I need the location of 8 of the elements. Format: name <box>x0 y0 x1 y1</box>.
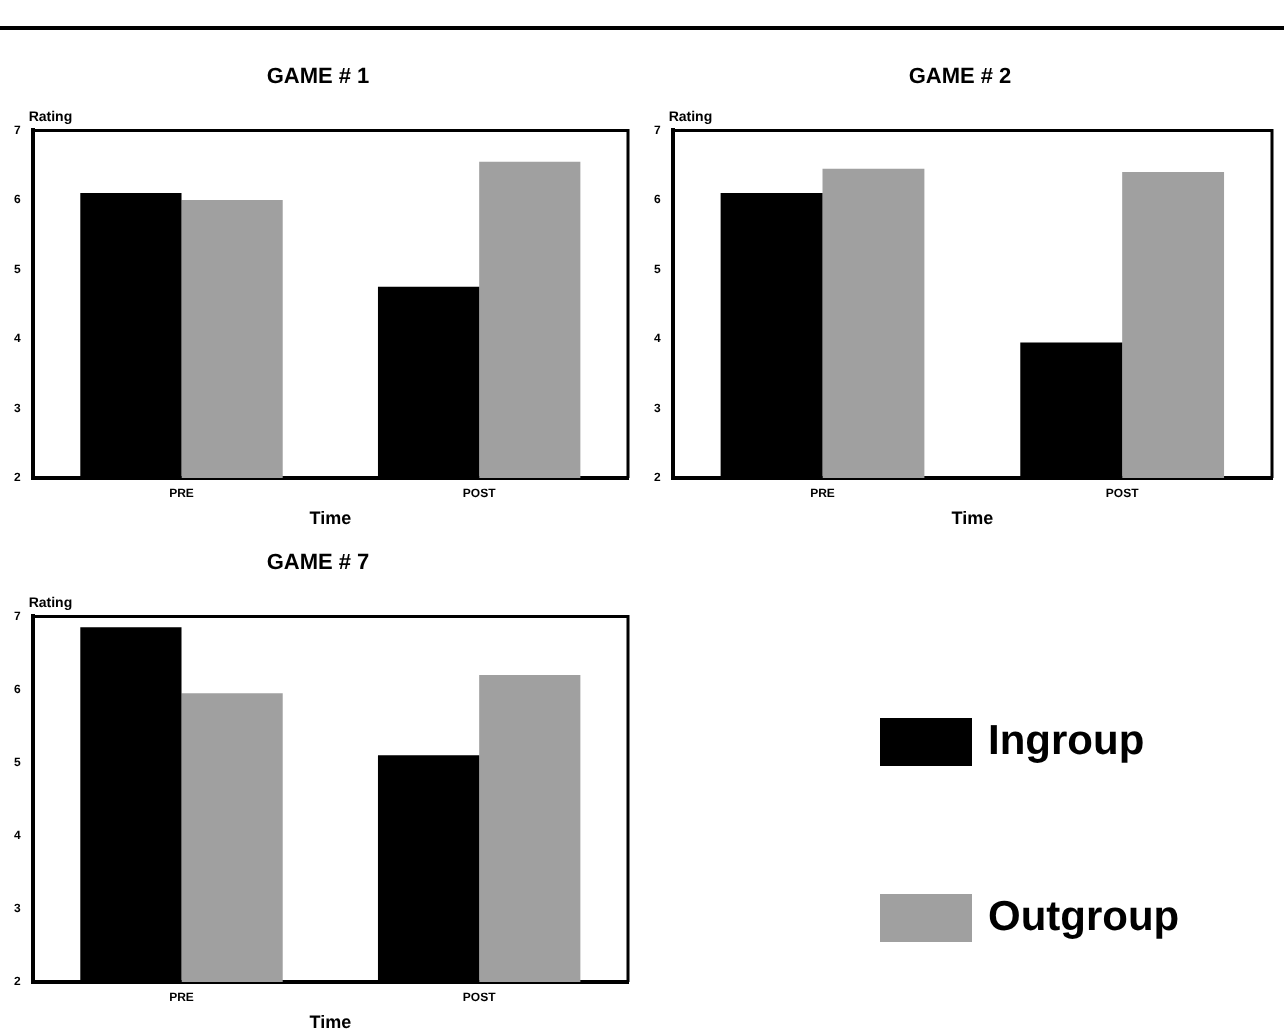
chart-title: GAME # 1 <box>266 65 370 90</box>
legend-label: Outgroup <box>988 894 1180 942</box>
legend-label: Ingroup <box>988 718 1145 766</box>
x-axis-title: Time <box>951 508 994 529</box>
chart-title: GAME # 2 <box>908 65 1012 90</box>
x-axis-title: Time <box>309 1012 352 1033</box>
x-axis-title: Time <box>309 508 352 529</box>
chart-title: GAME # 7 <box>266 551 370 576</box>
